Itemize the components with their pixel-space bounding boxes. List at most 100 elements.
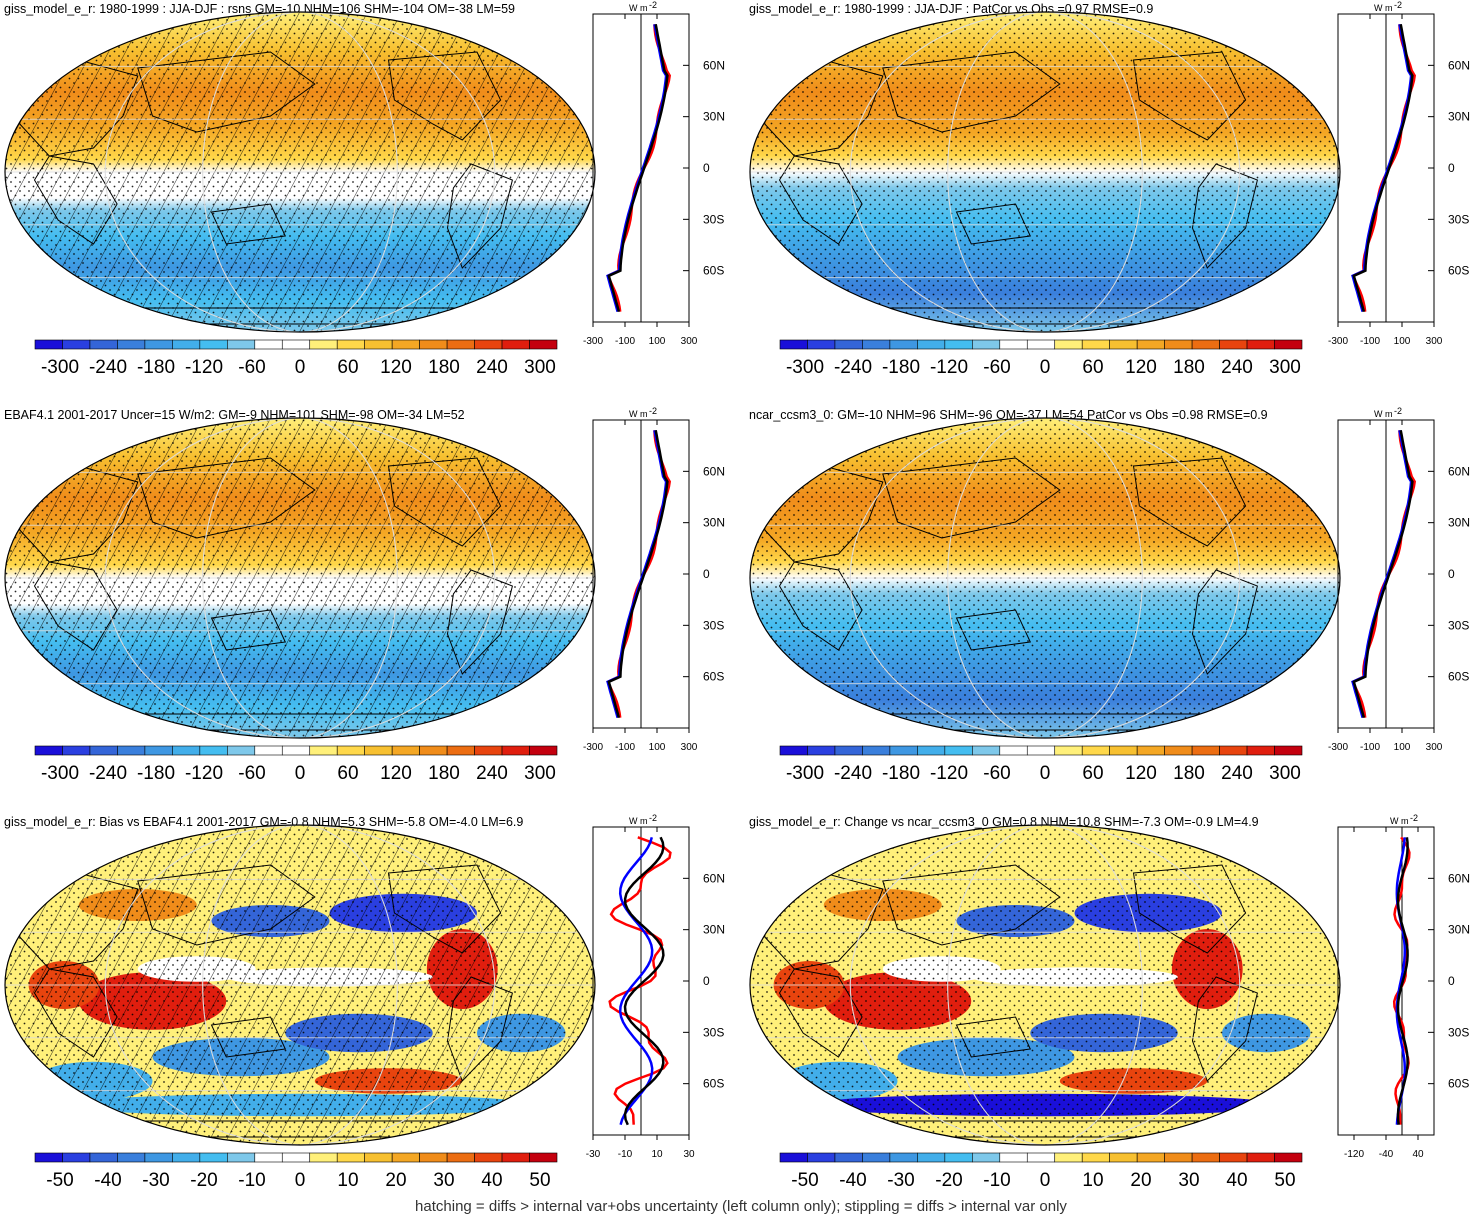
colorbar-swatch <box>917 1152 946 1163</box>
lat-label: 60N <box>703 464 725 478</box>
lat-label: 30N <box>1448 923 1470 937</box>
profile-tick-label: 10 <box>651 1149 663 1160</box>
lat-label: 60S <box>1448 670 1469 684</box>
colorbar-label: -10 <box>983 1170 1010 1191</box>
colorbar-swatch <box>779 745 808 756</box>
colorbar-swatch <box>199 339 228 350</box>
colorbar-swatch <box>474 339 503 350</box>
colorbar-swatch <box>117 339 146 350</box>
lat-label: 0 <box>703 567 710 581</box>
colorbar-swatch <box>1136 339 1165 350</box>
colorbar-swatch <box>199 1152 228 1163</box>
panel-4: ncar_ccsm3_0: GM=-10 NHM=96 SHM=-96 OM=-… <box>749 406 1470 784</box>
zonal-profile: W m -2 -300 -100 100 300 60N 30N 0 30S 60S <box>1328 0 1470 347</box>
colorbar-swatch <box>172 339 201 350</box>
profile-obs <box>608 836 672 1125</box>
map-border <box>749 824 1341 1146</box>
colorbar-swatch <box>834 745 863 756</box>
coastline <box>778 968 863 1058</box>
panel-3: EBAF4.1 2001-2017 Uncer=15 W/m2: GM=-9 N… <box>4 406 725 784</box>
colorbar-swatch <box>1026 339 1056 350</box>
profile-tick-label: -300 <box>1328 742 1348 753</box>
profile-mean <box>1396 837 1409 1125</box>
coastline <box>137 457 316 539</box>
colorbar-label: 240 <box>476 763 508 784</box>
colorbar-label: 20 <box>1130 1170 1151 1191</box>
colorbar-swatch <box>172 745 201 756</box>
lat-label: 0 <box>703 974 710 988</box>
colorbar-label: -30 <box>142 1170 169 1191</box>
colorbar-swatch <box>364 1152 393 1163</box>
graticule-lon <box>947 12 1143 332</box>
colorbar-label: -120 <box>185 763 223 784</box>
lat-label: 30S <box>1448 212 1469 226</box>
panel-title: giss_model_e_r: 1980-1999 : JJA-DJF : rs… <box>4 2 515 16</box>
colorbar-swatch <box>117 745 146 756</box>
profile-tick-label: -100 <box>1360 742 1380 753</box>
panel-title: EBAF4.1 2001-2017 Uncer=15 W/m2: GM=-9 N… <box>4 408 465 422</box>
profile-unit: W m <box>629 816 648 826</box>
colorbar-label: -60 <box>983 357 1010 378</box>
colorbar-swatch <box>254 1152 283 1163</box>
colorbar-label: 0 <box>295 763 306 784</box>
colorbar-swatch <box>501 339 530 350</box>
panel-1: giss_model_e_r: 1980-1999 : JJA-DJF : rs… <box>4 0 725 378</box>
colorbar-swatch <box>1274 1152 1303 1163</box>
colorbar-label: -180 <box>137 357 175 378</box>
colorbar-swatch <box>1081 339 1110 350</box>
colorbar-swatch <box>1246 339 1275 350</box>
colorbar-swatch <box>144 1152 173 1163</box>
colorbar-label: -40 <box>94 1170 121 1191</box>
lat-label: 30N <box>703 923 725 937</box>
profile-tick-label: -300 <box>583 336 603 347</box>
colorbar-swatch <box>1164 1152 1193 1163</box>
colorbar: -300 -240 -180 -120 -60 0 60 120 180 240 300 <box>34 339 558 378</box>
colorbar-swatch <box>917 339 946 350</box>
profile-tick-label: 100 <box>1394 336 1411 347</box>
colorbar-swatch <box>1136 1152 1165 1163</box>
colorbar-swatch <box>1191 339 1220 350</box>
panel-title: giss_model_e_r: Bias vs EBAF4.1 2001-201… <box>4 815 523 829</box>
colorbar-swatch <box>446 339 475 350</box>
graticule-lon <box>202 12 398 332</box>
profile-model <box>606 24 668 313</box>
colorbar-swatch <box>779 339 808 350</box>
colorbar-swatch <box>474 745 503 756</box>
coastline <box>882 457 1061 539</box>
profile-unit-exp: -2 <box>1394 406 1402 416</box>
lat-label: 60S <box>1448 1077 1469 1091</box>
colorbar-swatch <box>474 1152 503 1163</box>
colorbar-label: 30 <box>1178 1170 1199 1191</box>
coastline <box>210 1016 287 1058</box>
map <box>750 418 1340 738</box>
colorbar-swatch <box>1026 1152 1056 1163</box>
map-border <box>4 417 596 739</box>
colorbar-swatch <box>999 1152 1028 1163</box>
colorbar-swatch <box>862 745 891 756</box>
colorbar-swatch <box>391 339 420 350</box>
lat-label: 30N <box>703 516 725 530</box>
profile-tick-label: 100 <box>649 742 666 753</box>
map-border <box>749 11 1341 333</box>
colorbar-label: -240 <box>834 763 872 784</box>
colorbar-swatch <box>1191 745 1220 756</box>
colorbar-swatch <box>254 339 283 350</box>
colorbar-label: 60 <box>1082 357 1103 378</box>
profile-tick-label: -100 <box>615 336 635 347</box>
lat-label: 30S <box>1448 1025 1469 1039</box>
colorbar-swatch <box>1136 745 1165 756</box>
profile-obs <box>1351 24 1417 312</box>
colorbar-swatch <box>807 745 836 756</box>
colorbar-label: -20 <box>935 1170 962 1191</box>
profile-mean <box>1352 430 1414 719</box>
lat-label: 30N <box>1448 110 1470 124</box>
colorbar-label: 40 <box>1226 1170 1247 1191</box>
colorbar-label: 40 <box>481 1170 502 1191</box>
colorbar-label: -180 <box>882 357 920 378</box>
colorbar-swatch <box>336 1152 365 1163</box>
panel-title: ncar_ccsm3_0: GM=-10 NHM=96 SHM=-96 OM=-… <box>749 408 1268 422</box>
colorbar-swatch <box>1109 339 1138 350</box>
colorbar-swatch <box>1191 1152 1220 1163</box>
colorbar-swatch <box>227 1152 256 1163</box>
colorbar-swatch <box>834 339 863 350</box>
